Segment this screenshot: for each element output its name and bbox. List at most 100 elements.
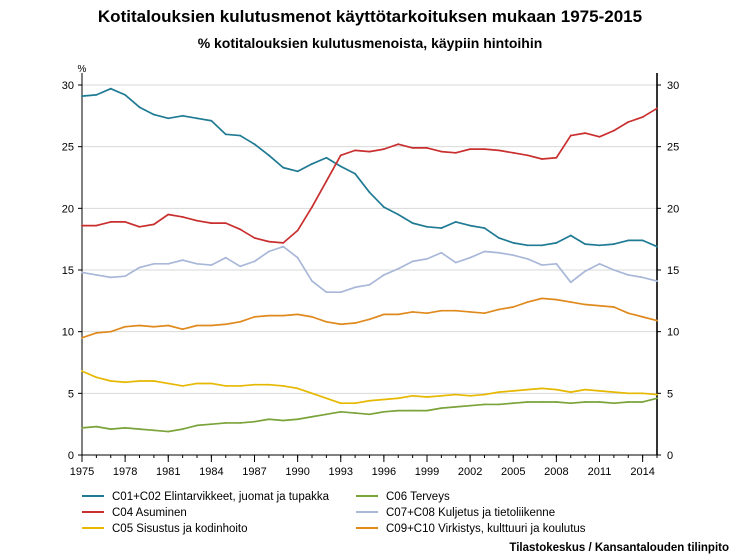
data-point (555, 262, 558, 265)
data-point (541, 244, 543, 247)
data-point (81, 95, 83, 97)
data-point (497, 403, 500, 406)
data-point (109, 380, 112, 382)
data-point (526, 301, 529, 303)
data-point (267, 250, 270, 253)
data-point (382, 274, 385, 276)
legend-label: C06 Terveys (386, 491, 450, 503)
data-point (382, 410, 385, 413)
data-point (512, 389, 515, 392)
data-point (239, 320, 242, 323)
data-point (612, 306, 615, 308)
data-point (109, 428, 112, 430)
data-point (641, 401, 644, 403)
data-point (196, 219, 198, 222)
y-tick-label: 15 (62, 265, 74, 277)
data-point (627, 121, 630, 123)
data-point (210, 324, 213, 327)
data-point (253, 237, 256, 239)
data-point (224, 133, 227, 136)
data-point (641, 116, 644, 118)
data-point (325, 291, 328, 294)
data-point (354, 322, 357, 324)
data-point (397, 143, 400, 146)
data-point (181, 216, 184, 218)
legend-label: C07+C08 Kuljetus ja tietoliikenne (386, 507, 555, 519)
data-point (282, 419, 285, 422)
y-tick-labels-right: 0 5 10 15 20 25 30 (667, 80, 679, 462)
data-point (612, 129, 615, 132)
data-point (167, 262, 170, 265)
y-tick-label-right: 0 (667, 450, 673, 462)
data-point (224, 385, 227, 387)
data-point (541, 264, 543, 266)
data-point (224, 422, 227, 424)
data-point (440, 251, 443, 254)
data-point (569, 281, 572, 284)
data-point (440, 309, 443, 312)
data-point (598, 135, 601, 138)
x-tick-label: 2014 (630, 466, 654, 478)
data-point (296, 313, 299, 316)
data-point (612, 391, 615, 393)
data-point (224, 323, 227, 326)
data-point (181, 385, 184, 387)
legend-label: C01+C02 Elintarvikkeet, juomat ja tupakk… (112, 491, 330, 503)
data-point (584, 303, 587, 306)
data-point (411, 222, 414, 225)
x-tick-label: 2002 (458, 466, 482, 478)
data-point (311, 392, 313, 395)
data-point (354, 172, 357, 175)
data-point (426, 258, 428, 260)
data-point (239, 385, 242, 387)
data-point (152, 380, 155, 382)
data-point (124, 426, 127, 429)
data-point (541, 158, 543, 160)
data-point (512, 241, 515, 244)
data-point (282, 166, 285, 169)
data-point (368, 413, 371, 416)
data-point (541, 401, 543, 403)
data-point (167, 117, 170, 120)
data-point (483, 403, 486, 406)
data-point (282, 385, 285, 387)
data-point (426, 225, 428, 228)
data-point (95, 274, 98, 276)
data-point (526, 258, 529, 260)
x-tick-label: 1975 (70, 466, 94, 478)
data-point (138, 266, 141, 269)
data-point (612, 269, 615, 271)
data-point (81, 271, 83, 274)
x-tick-label: 1996 (372, 466, 396, 478)
data-point (454, 393, 457, 396)
data-point (526, 401, 529, 403)
data-point (296, 256, 299, 259)
data-point (584, 401, 587, 403)
series-line (81, 370, 658, 405)
data-point (497, 251, 500, 254)
source-note: Tilastokeskus / Kansantalouden tilinpito (509, 542, 729, 554)
data-point (569, 402, 572, 405)
y-tick-label-right: 10 (667, 327, 679, 339)
data-point (124, 325, 127, 328)
data-point (512, 402, 515, 405)
data-point (138, 106, 141, 109)
series-6 (81, 297, 658, 339)
data-point (167, 324, 170, 327)
data-point (296, 387, 299, 390)
data-point (382, 313, 385, 316)
series-5 (81, 245, 658, 294)
data-point (124, 275, 127, 278)
x-tick-label: 1987 (242, 466, 266, 478)
data-point (426, 409, 428, 412)
data-point (411, 147, 414, 149)
legend-item: C04 Asuminen (82, 507, 187, 519)
data-point (612, 402, 615, 405)
y-tick-label-right: 25 (667, 142, 679, 154)
y-tick-label-right: 5 (667, 388, 673, 400)
data-point (296, 229, 299, 232)
chart-subtitle: % kotitalouksien kulutusmenoista, käypii… (198, 35, 543, 51)
data-point (656, 393, 658, 396)
data-point (311, 163, 313, 165)
